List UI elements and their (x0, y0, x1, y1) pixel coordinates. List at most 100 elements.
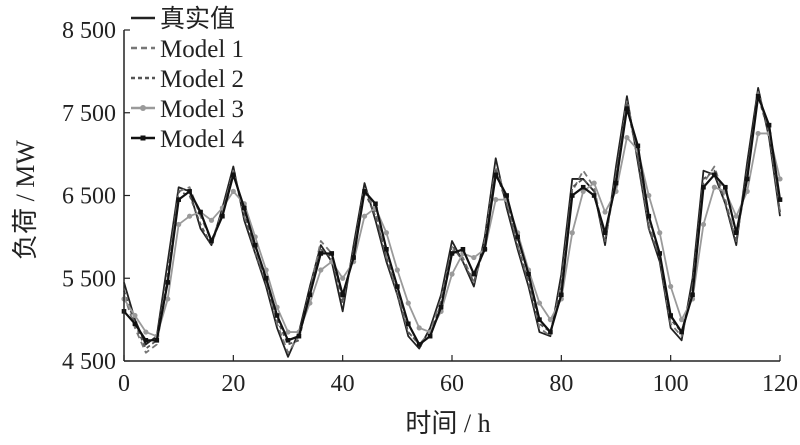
series-3-point-51 (679, 317, 685, 323)
y-axis-title: 负荷 / MW (11, 140, 40, 260)
series-4-point-45 (613, 180, 619, 186)
series-3-point-44 (602, 209, 608, 215)
series-4-point-54 (712, 172, 717, 178)
x-tick-label-2: 40 (331, 371, 355, 397)
y-tick-label-2: 6 500 (62, 184, 116, 210)
series-0 (123, 87, 781, 358)
series-4 (121, 93, 783, 347)
series-4-point-39 (548, 329, 553, 335)
series-4-point-4 (165, 280, 171, 285)
series-4-point-50 (668, 313, 673, 318)
series-3-point-26 (405, 300, 411, 306)
series-3-point-4 (165, 296, 171, 302)
series-4-point-37 (526, 271, 531, 277)
series-4-point-47 (635, 143, 641, 149)
series-3-point-49 (657, 230, 663, 236)
series-3-point-48 (646, 192, 652, 199)
series-4-point-49 (657, 251, 663, 256)
series-3-point-43 (591, 180, 597, 186)
series-4-point-2 (143, 338, 149, 343)
x-tick-label-0: 0 (118, 371, 130, 397)
series-4-point-32 (471, 271, 477, 277)
legend-label-1: Model 1 (160, 36, 244, 63)
series-4-point-23 (373, 201, 378, 207)
series-4-point-6 (187, 189, 192, 194)
series-3-point-25 (394, 267, 400, 273)
ticks: 0 20 40 60 80 100 120 4 500 5 500 6 500 7 500 8 500 (62, 18, 798, 397)
series-layer (121, 87, 783, 358)
series-line-0 (123, 87, 781, 358)
series-3-point-1 (132, 312, 138, 319)
series-3-point-34 (493, 197, 499, 203)
series-4-point-22 (362, 189, 367, 194)
series-4-point-31 (460, 246, 466, 252)
series-3-point-42 (580, 188, 586, 194)
series-4-point-26 (405, 321, 411, 327)
series-4-point-11 (241, 205, 247, 211)
series-4-point-29 (438, 304, 444, 310)
series-4-point-52 (690, 292, 695, 298)
series-4-point-48 (646, 213, 652, 219)
series-4-point-17 (307, 292, 313, 298)
series-4-point-40 (559, 292, 564, 298)
series-4-point-24 (384, 246, 389, 252)
series-3-point-39 (547, 317, 554, 323)
series-4-point-56 (733, 230, 739, 236)
x-tick-label-5: 100 (653, 371, 689, 397)
series-line-1 (123, 91, 781, 354)
series-4-point-41 (569, 193, 575, 198)
series-line-3 (123, 132, 781, 338)
x-tick-label-3: 60 (440, 371, 464, 397)
series-3-point-32 (471, 254, 477, 261)
series-4-point-35 (504, 193, 509, 198)
y-tick-label-4: 8 500 (62, 18, 116, 44)
series-3-point-54 (711, 184, 718, 190)
series-3-point-56 (733, 213, 739, 219)
series-4-point-16 (296, 333, 302, 339)
series-3-point-6 (187, 213, 193, 219)
series-3-point-30 (449, 271, 455, 277)
series-4-point-25 (395, 284, 400, 289)
legend: 真实值 Model 1 Model 2 Model 3 Model 4 (131, 5, 245, 153)
series-3-point-20 (340, 275, 346, 281)
x-axis-title: 时间 / h (405, 409, 490, 438)
series-4-point-15 (285, 338, 291, 343)
series-4-point-43 (591, 193, 597, 198)
series-4-point-36 (515, 234, 520, 240)
series-3-point-10 (230, 188, 236, 194)
series-3-point-53 (700, 221, 707, 228)
series-4-point-53 (701, 184, 706, 190)
series-3-point-24 (383, 230, 389, 236)
series-4-point-21 (351, 255, 356, 260)
series-3 (121, 130, 783, 339)
series-3-point-38 (536, 300, 543, 306)
legend-marker-3 (140, 105, 146, 111)
series-4-point-38 (537, 317, 542, 322)
series-3-point-8 (208, 217, 215, 223)
series-3-point-18 (318, 267, 324, 273)
series-4-point-5 (176, 197, 181, 202)
x-tick-label-6: 120 (762, 371, 798, 397)
series-4-point-28 (427, 333, 433, 339)
series-4-point-10 (231, 172, 236, 178)
series-4-point-9 (220, 213, 225, 219)
series-4-point-57 (744, 176, 750, 182)
series-3-point-58 (755, 130, 761, 137)
legend-label-4: Model 4 (160, 126, 245, 153)
series-4-point-44 (602, 230, 608, 236)
x-tick-label-1: 20 (221, 371, 245, 397)
series-3-point-22 (361, 213, 368, 219)
series-3-point-60 (777, 176, 783, 182)
legend-marker-4 (140, 135, 146, 141)
series-4-point-8 (209, 238, 214, 244)
series-4-point-13 (263, 275, 269, 281)
series-4-point-55 (723, 184, 728, 190)
series-4-point-12 (252, 242, 258, 248)
x-tick-label-4: 80 (549, 371, 573, 397)
series-4-point-58 (755, 93, 761, 99)
series-3-point-15 (285, 329, 291, 335)
series-4-point-3 (154, 338, 160, 343)
series-4-point-33 (482, 246, 488, 252)
series-4-point-27 (416, 342, 422, 347)
